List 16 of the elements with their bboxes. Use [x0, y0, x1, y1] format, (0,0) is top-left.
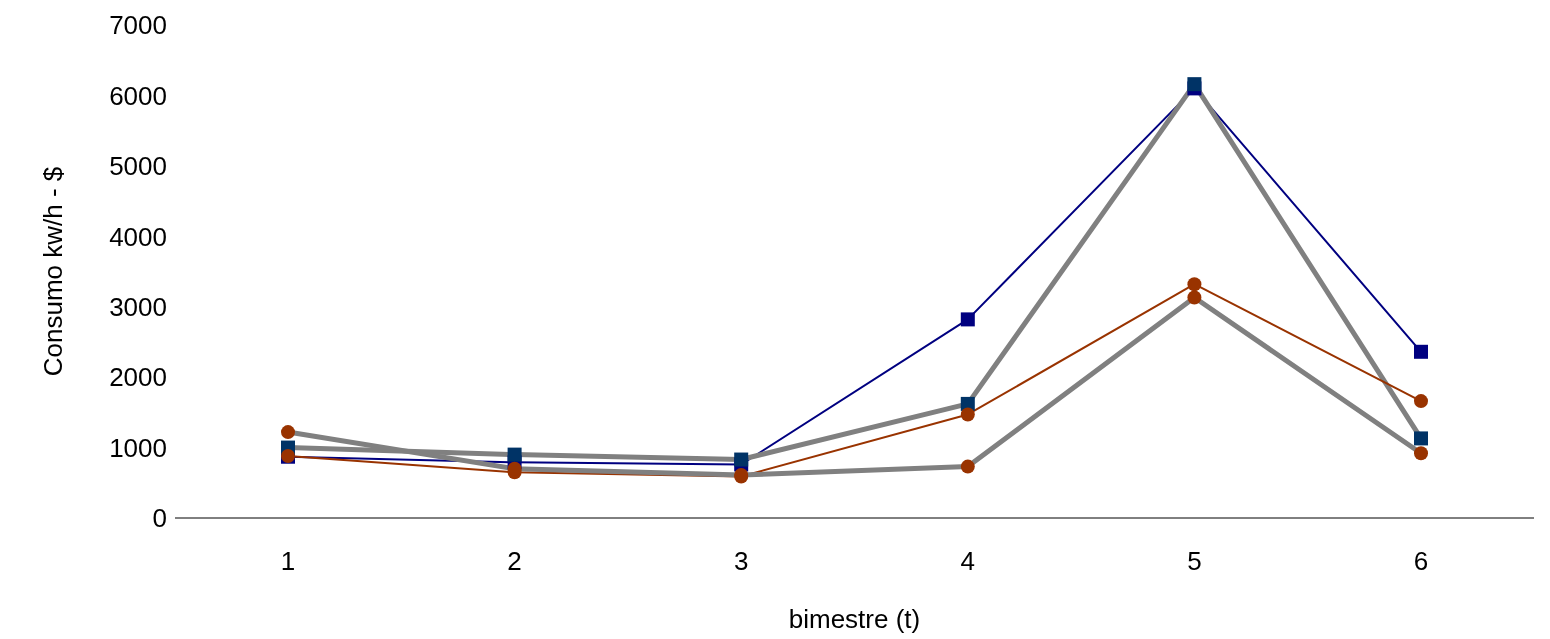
y-tick-label: 4000 [109, 221, 167, 252]
y-tick-label: 5000 [109, 151, 167, 182]
y-tick-label: 6000 [109, 80, 167, 111]
x-axis-title: bimestre (t) [788, 604, 921, 634]
x-tick-label: 5 [1187, 546, 1202, 577]
y-tick-label: 1000 [109, 432, 167, 463]
y-tick-label: 2000 [109, 362, 167, 393]
x-tick-label: 1 [280, 546, 296, 577]
x-tick-label: 3 [733, 546, 749, 577]
x-tick-label: 4 [960, 546, 976, 577]
y-tick-label: 7000 [109, 10, 167, 41]
y-tick-label: 0 [152, 503, 167, 534]
x-tick-label: 2 [507, 546, 522, 577]
y-axis-title: Consumo kw/h - $ [38, 166, 69, 377]
x-tick-label: 6 [1413, 546, 1429, 577]
y-tick-label: 3000 [109, 291, 167, 322]
